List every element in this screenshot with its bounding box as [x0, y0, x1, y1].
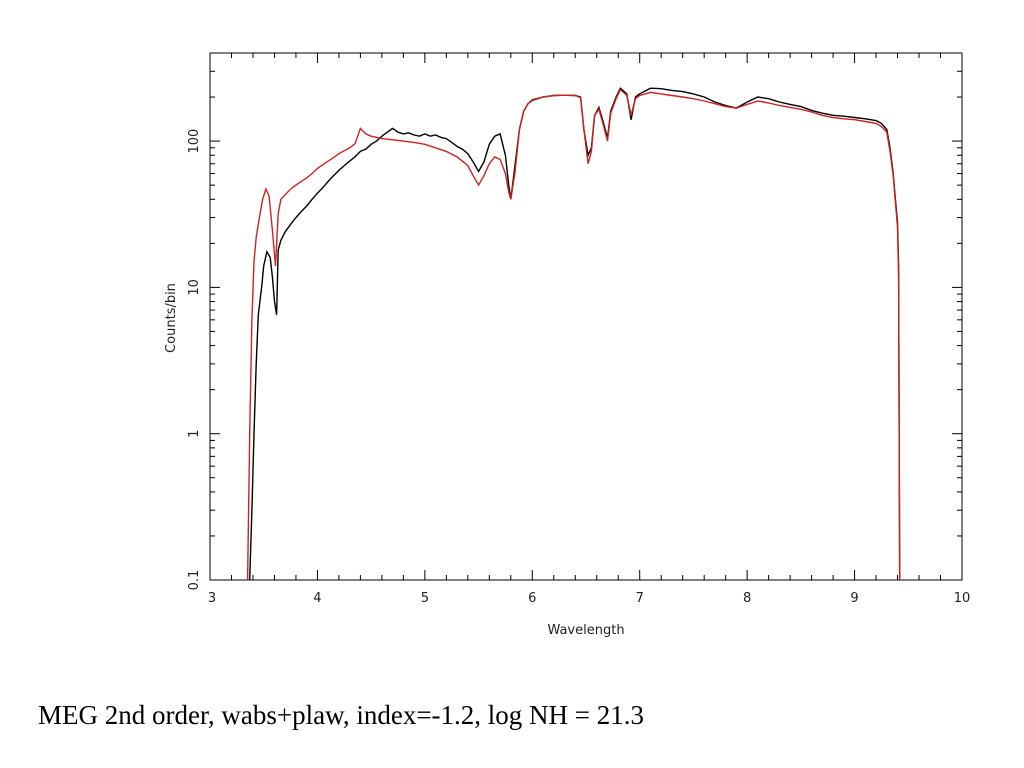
y-tick-label: 100	[187, 129, 202, 154]
spectrum-chart: 3 4 5 6 7 8 9 10 0.1 1 10 100 Wavelength Counts/bin	[164, 52, 970, 638]
plot-area: 3 4 5 6 7 8 9 10 0.1 1 10 100 Wavelength Counts/bin	[164, 52, 970, 638]
x-tick-label: 7	[636, 591, 644, 606]
model-series-line	[246, 88, 901, 581]
y-tick-label: 1	[187, 430, 202, 438]
slide-caption: MEG 2nd order, wabs+plaw, index=-1.2, lo…	[38, 700, 645, 730]
tick-labels: 3 4 5 6 7 8 9 10 0.1 1 10 100	[187, 129, 970, 606]
x-tick-label: 9	[850, 591, 858, 606]
axis-ticks	[209, 52, 963, 581]
series-lines	[246, 87, 901, 581]
y-tick-label: 10	[187, 279, 202, 296]
y-axis-label: Counts/bin	[164, 283, 179, 353]
x-tick-label: 4	[313, 591, 321, 606]
x-tick-label: 6	[528, 591, 536, 606]
x-tick-label: 8	[743, 591, 751, 606]
y-tick-label: 0.1	[187, 570, 202, 591]
plot-frame	[209, 52, 963, 581]
x-axis-label: Wavelength	[547, 623, 624, 638]
data-series-line	[249, 87, 901, 581]
x-tick-label: 10	[954, 591, 971, 606]
x-tick-label: 5	[421, 591, 429, 606]
x-tick-label: 3	[208, 591, 216, 606]
